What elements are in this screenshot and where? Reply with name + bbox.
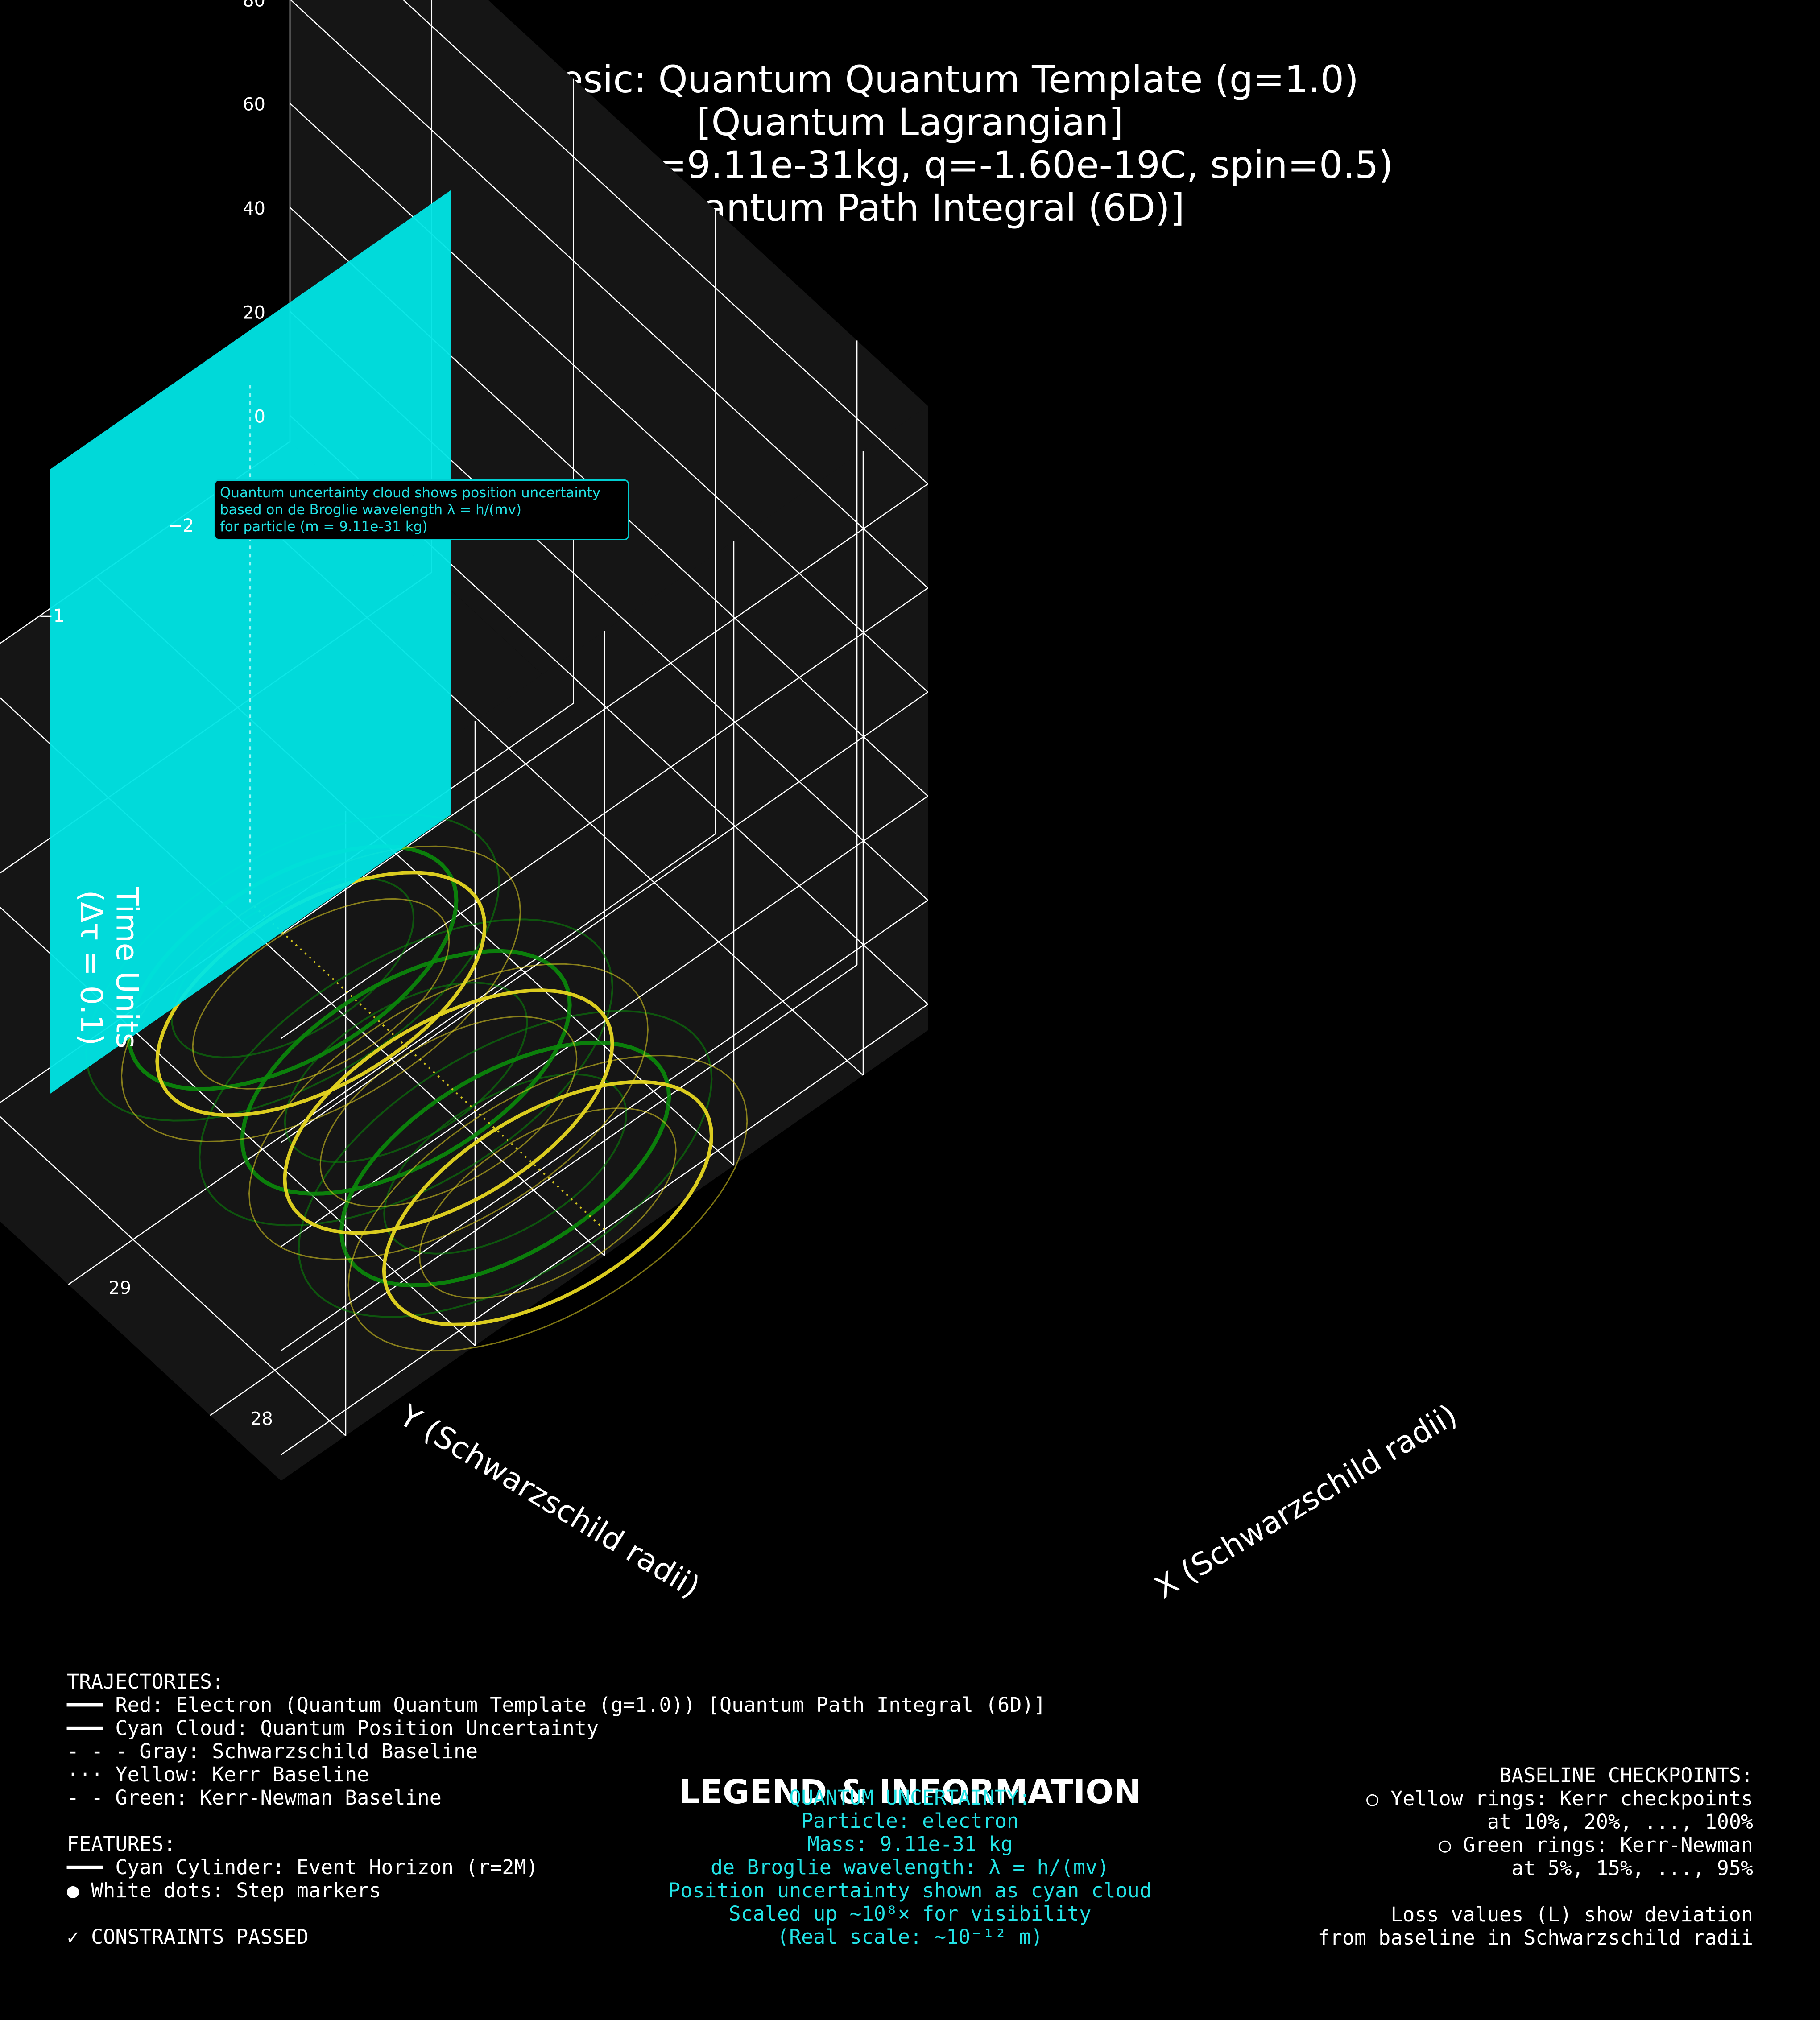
legend-left-line: TRAJECTORIES: bbox=[67, 1670, 224, 1694]
legend-baseline-checkpoints: BASELINE CHECKPOINTS: ○ Yellow rings: Ker… bbox=[1318, 1764, 1753, 1950]
y-axis-label: Y (Schwarzschild radii) bbox=[393, 1398, 706, 1605]
annotation-line-2: based on de Broglie wavelength λ = h/(mv… bbox=[220, 502, 521, 518]
annotation-line-3: for particle (m = 9.11e-31 kg) bbox=[220, 519, 428, 535]
legend-quantum-uncertainty: QUANTUM UNCERTAINTY: Particle: electron Ma… bbox=[0, 1786, 1820, 1949]
grid-line-z bbox=[281, 900, 928, 1351]
legend-right-line bbox=[1318, 1880, 1753, 1903]
legend-center-line: QUANTUM UNCERTAINTY: bbox=[789, 1786, 1031, 1809]
legend-right-line: BASELINE CHECKPOINTS: bbox=[1499, 1764, 1753, 1787]
kerr-ring bbox=[419, 1107, 677, 1299]
legend-center-line: Scaled up ~10⁸× for visibility bbox=[728, 1902, 1092, 1925]
annotation-line-1: Quantum uncertainty cloud shows position… bbox=[220, 485, 601, 501]
kerr-ring bbox=[382, 1080, 714, 1326]
kerr-ring bbox=[155, 871, 487, 1117]
grid-line-z bbox=[290, 103, 928, 693]
legend-right-line: at 10%, 20%, ..., 100% bbox=[1487, 1810, 1753, 1834]
grid-line-z bbox=[281, 483, 928, 935]
legend-right-line: at 5%, 15%, ..., 95% bbox=[1511, 1856, 1753, 1880]
kerr-ring bbox=[192, 898, 450, 1090]
legend-trajectories: TRAJECTORIES: ━━━ Red: Electron (Quantum … bbox=[67, 1670, 1046, 1949]
title-line-2: [Quantum Lagrangian] bbox=[696, 100, 1124, 144]
kerr-newman-ring bbox=[240, 949, 572, 1196]
kerr-ring bbox=[248, 963, 649, 1260]
grid-line-z bbox=[281, 691, 928, 1143]
legend-left-line: ━━━ Cyan Cylinder: Event Horizon (r=2M) bbox=[67, 1855, 538, 1879]
grid-line-y bbox=[0, 1115, 346, 1436]
kerr-newman-ring bbox=[284, 982, 528, 1163]
y-tick-label: −1 bbox=[38, 606, 65, 626]
grid-line-z bbox=[290, 0, 928, 589]
legend-right-line: ○ Green rings: Kerr-Newman bbox=[1439, 1833, 1753, 1857]
legend-left-line: - - Green: Kerr-Newman Baseline bbox=[67, 1786, 442, 1809]
legend-center-line: Position uncertainty shown as cyan cloud bbox=[668, 1879, 1152, 1902]
x-axis-label: X (Schwarzschild radii) bbox=[1149, 1397, 1464, 1606]
z-tick-label: 80 bbox=[243, 0, 265, 11]
kerr-ring bbox=[319, 1016, 578, 1207]
legend-title: LEGEND & INFORMATION bbox=[678, 1773, 1142, 1811]
grid-line-y bbox=[0, 906, 476, 1346]
plot-3d: 020406080100−2−10122829303132 Y (Schwarz… bbox=[0, 0, 1464, 1606]
legend-right-line: from baseline in Schwarzschild radii bbox=[1318, 1926, 1753, 1950]
kerr-ring bbox=[120, 845, 521, 1143]
uncertainty-annotation: Quantum uncertainty cloud shows position… bbox=[214, 479, 629, 540]
z-tick-label: 60 bbox=[243, 95, 265, 115]
z-tick-label: 0 bbox=[254, 407, 265, 427]
grid-line-z bbox=[281, 587, 928, 1039]
legend-left-line: FEATURES: bbox=[67, 1832, 176, 1856]
legend-center-line: de Broglie wavelength: λ = h/(mv) bbox=[710, 1855, 1110, 1879]
z-tick-label: 20 bbox=[243, 302, 265, 323]
legend-right-line: Loss values (L) show deviation bbox=[1390, 1903, 1753, 1926]
legend-center-line: Mass: 9.11e-31 kg bbox=[807, 1832, 1013, 1856]
kerr-newman-ring bbox=[199, 918, 614, 1227]
z-tick-label: 40 bbox=[243, 198, 265, 219]
legend-left-line: ━━━ Red: Electron (Quantum Quantum Templ… bbox=[67, 1693, 1046, 1717]
kerr-ring bbox=[347, 1054, 748, 1352]
legend-right-line: ○ Yellow rings: Kerr checkpoints bbox=[1366, 1787, 1753, 1810]
x-tick-label: 29 bbox=[108, 1278, 131, 1298]
x-tick-label: 28 bbox=[250, 1409, 273, 1429]
legend-left-line: ✓ CONSTRAINTS PASSED bbox=[67, 1925, 309, 1949]
kerr-newman-ring bbox=[339, 1041, 671, 1288]
z-axis-label-line-1: Time Units bbox=[109, 887, 144, 1049]
y-tick-label: −2 bbox=[168, 516, 194, 536]
legend-left-line: ━━━ Cyan Cloud: Quantum Position Uncerta… bbox=[67, 1716, 599, 1740]
legend-center-line: Particle: electron bbox=[801, 1809, 1019, 1833]
z-axis-label-line-2: (Δτ = 0.1) bbox=[73, 890, 108, 1046]
kerr-ring bbox=[283, 988, 614, 1235]
legend-left-line: ● White dots: Step markers bbox=[67, 1879, 381, 1902]
legend-center-line: (Real scale: ~10⁻¹² m) bbox=[777, 1925, 1043, 1949]
kerr-newman-ring bbox=[298, 1010, 713, 1318]
title-line-1: Geodesic: Quantum Quantum Template (g=1.… bbox=[461, 58, 1359, 101]
legend-left-line: - - - Gray: Schwarzschild Baseline bbox=[67, 1739, 478, 1763]
grid-line-z bbox=[402, 0, 928, 484]
legend-left-line: ··· Yellow: Kerr Baseline bbox=[67, 1763, 369, 1786]
grid-line-z bbox=[281, 795, 928, 1248]
